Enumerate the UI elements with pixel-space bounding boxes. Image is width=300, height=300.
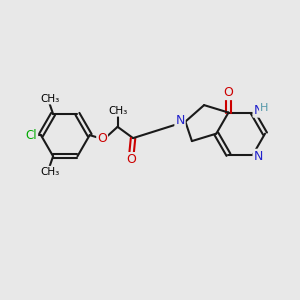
Text: O: O xyxy=(127,153,136,166)
Text: O: O xyxy=(97,132,107,145)
Text: N: N xyxy=(175,114,185,127)
Text: CH₃: CH₃ xyxy=(40,167,59,177)
Text: O: O xyxy=(224,86,233,99)
Text: N: N xyxy=(254,104,263,117)
Text: N: N xyxy=(254,150,263,163)
Text: CH₃: CH₃ xyxy=(108,106,127,116)
Text: Cl: Cl xyxy=(26,129,37,142)
Text: CH₃: CH₃ xyxy=(40,94,59,103)
Text: H: H xyxy=(260,103,268,113)
